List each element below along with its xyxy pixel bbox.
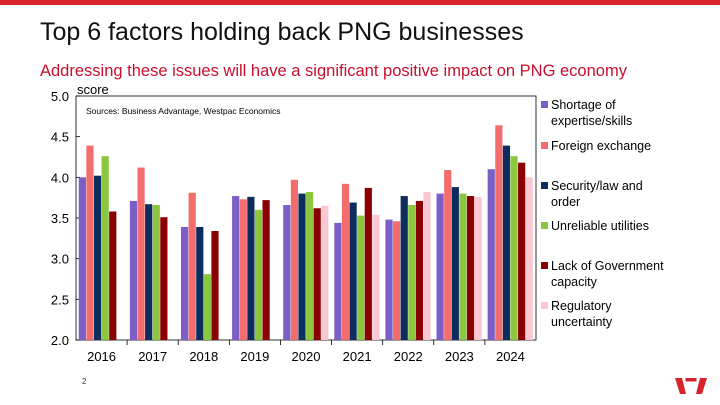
legend-swatch — [541, 182, 548, 189]
legend-swatch — [541, 262, 548, 269]
bar-2020-series-6 — [321, 205, 329, 340]
legend-swatch — [541, 142, 548, 149]
legend-label: Foreign exchange — [551, 139, 651, 153]
chart-legend: Shortage of expertise/skills Foreign excha… — [541, 98, 664, 329]
y-tick-label: 4.5 — [51, 130, 69, 145]
bar-2020-series-1 — [283, 204, 291, 340]
bar-2020-series-3 — [298, 193, 306, 340]
legend-swatch — [541, 101, 548, 108]
x-tick-label: 2017 — [138, 349, 167, 364]
slide-subtitle: Addressing these issues will have a sign… — [40, 62, 627, 80]
bar-2016-series-2 — [86, 145, 94, 340]
legend-swatch — [541, 302, 548, 309]
x-tick-label: 2021 — [343, 349, 372, 364]
bar-2022-series-4 — [408, 204, 416, 340]
x-tick-label: 2022 — [394, 349, 423, 364]
bar-2016-series-3 — [93, 175, 102, 340]
y-tick-label: 2.0 — [51, 333, 69, 348]
bar-2021-series-3 — [349, 202, 357, 340]
bar-2019-series-3 — [247, 196, 255, 340]
bar-2023-series-5 — [466, 196, 475, 340]
bar-2019-series-5 — [262, 200, 270, 340]
y-tick-label: 2.5 — [51, 292, 69, 307]
bar-2023-series-1 — [436, 193, 444, 340]
y-tick-label: 4.0 — [51, 170, 69, 185]
bar-2021-series-2 — [341, 183, 350, 340]
legend-swatch — [541, 222, 548, 229]
westpac-logo-icon — [675, 378, 707, 394]
bar-2021-series-1 — [334, 222, 342, 340]
bar-2024-series-3 — [502, 145, 511, 340]
bar-2017-series-3 — [145, 204, 153, 340]
legend-label: Lack of Government capacity — [551, 259, 664, 289]
bar-2019-series-4 — [254, 209, 263, 340]
bar-2016-series-5 — [109, 211, 117, 340]
bar-2022-series-2 — [393, 221, 401, 340]
y-tick-label: 3.0 — [51, 252, 69, 267]
y-tick-label: 5.0 — [51, 89, 69, 104]
bar-2023-series-6 — [474, 196, 482, 340]
bar-2022-series-6 — [423, 191, 431, 340]
bar-2022-series-5 — [415, 200, 424, 340]
bar-2019-series-1 — [232, 196, 240, 340]
bar-2020-series-5 — [313, 208, 321, 340]
bar-2018-series-4 — [203, 274, 211, 340]
bar-2024-series-1 — [487, 169, 495, 340]
bar-2022-series-3 — [400, 196, 408, 340]
y-tick-label: 3.5 — [51, 211, 69, 226]
page-number: 2 — [82, 377, 87, 386]
legend-label: Shortage of expertise/skills — [551, 98, 632, 128]
x-tick-label: 2016 — [87, 349, 116, 364]
bar-2020-series-2 — [290, 179, 298, 340]
bar-2017-series-1 — [129, 200, 138, 340]
bar-2021-series-5 — [364, 187, 372, 340]
y-axis-label: score — [77, 82, 109, 97]
bar-2017-series-2 — [137, 167, 145, 340]
bar-2020-series-4 — [306, 191, 314, 340]
bar-2016-series-4 — [101, 156, 109, 340]
bar-2017-series-4 — [152, 204, 160, 340]
bar-2018-series-5 — [211, 231, 219, 340]
chart-bars — [78, 125, 533, 340]
bar-2024-series-2 — [495, 125, 503, 340]
bar-2016-series-1 — [78, 177, 86, 340]
legend-label: Regulatory uncertainty — [551, 299, 613, 329]
legend-label: Unreliable utilities — [551, 219, 649, 233]
source-note: Sources: Business Advantage, Westpac Eco… — [86, 106, 281, 116]
bar-2021-series-4 — [357, 215, 365, 340]
bar-2019-series-2 — [239, 199, 247, 340]
top-accent-bar — [0, 0, 720, 5]
bar-2022-series-1 — [385, 219, 393, 340]
chart-axes: 2.0 2.5 3.0 3.5 4.0 4.5 5.0 score Sources: Busin… — [51, 82, 537, 364]
bar-2023-series-2 — [444, 170, 452, 340]
bar-2021-series-6 — [372, 214, 380, 340]
bar-2018-series-2 — [188, 192, 196, 340]
bar-2024-series-5 — [518, 162, 526, 340]
x-tick-label: 2023 — [445, 349, 474, 364]
bar-2023-series-4 — [459, 193, 467, 340]
legend-label: Security/law and order — [551, 179, 643, 209]
x-tick-label: 2018 — [189, 349, 218, 364]
x-tick-label: 2020 — [292, 349, 321, 364]
x-tick-label: 2019 — [240, 349, 269, 364]
bar-2023-series-3 — [451, 187, 459, 340]
bar-2024-series-6 — [525, 177, 533, 340]
bar-2018-series-1 — [180, 226, 189, 340]
bar-2024-series-4 — [510, 156, 518, 340]
bar-2017-series-5 — [160, 217, 168, 340]
slide-title: Top 6 factors holding back PNG businesse… — [40, 18, 524, 46]
x-tick-label: 2024 — [496, 349, 525, 364]
bar-2018-series-3 — [196, 226, 204, 340]
